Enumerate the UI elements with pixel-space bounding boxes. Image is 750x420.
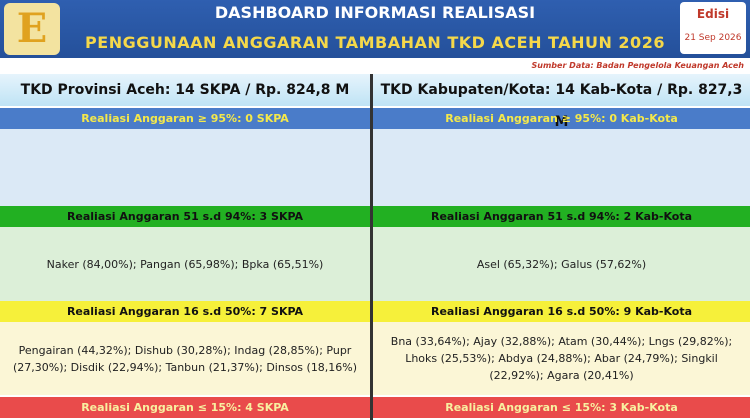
section-label: Realiasi Anggaran 51 s.d 94%: 3 SKPA	[0, 206, 370, 227]
logo: E	[4, 3, 60, 55]
section-body	[0, 129, 370, 206]
source-note: Sumber Data: Badan Pengelola Keuangan Ac…	[531, 61, 745, 70]
column-heading: TKD Provinsi Aceh: 14 SKPA / Rp. 824,8 M	[0, 74, 370, 106]
section-body: Bna (33,64%); Ajay (32,88%); Atam (30,44…	[373, 322, 750, 395]
section-items: Asel (65,32%); Galus (57,62%)	[476, 257, 647, 271]
subtitle: PENGGUNAAN ANGGARAN TAMBAHAN TKD ACEH TA…	[85, 33, 665, 52]
edition-label: Edisi	[696, 7, 730, 21]
section-items: Naker (84,00%); Pangan (65,98%); Bpka (6…	[46, 257, 324, 271]
section-label: Realiasi Anggaran ≥ 95%: 0 SKPA	[0, 108, 370, 129]
divider	[370, 74, 373, 420]
title: DASHBOARD INFORMASI REALISASI	[214, 3, 536, 22]
section-body: Asel (65,32%); Galus (57,62%)	[373, 227, 750, 301]
column: TKD Provinsi Aceh: 14 SKPA / Rp. 824,8 M…	[0, 74, 370, 420]
header: E DASHBOARD INFORMASI REALISASI PENGGUNA…	[0, 0, 750, 58]
section-label: Realiasi Anggaran ≤ 15%: 3 Kab-Kota	[373, 397, 750, 418]
section-label: Realiasi Anggaran 16 s.d 50%: 9 Kab-Kota	[373, 301, 750, 322]
section: Realiasi Anggaran ≤ 15%: 3 Kab-Kota	[373, 397, 750, 418]
section: Realiasi Anggaran ≥ 95%: 0 Kab-Kota	[373, 108, 750, 206]
section: Realiasi Anggaran 51 s.d 94%: 2 Kab-Kota…	[373, 206, 750, 301]
column-heading: TKD Kabupaten/Kota: 14 Kab-Kota / Rp. 82…	[373, 74, 750, 130]
section-label: Realiasi Anggaran 51 s.d 94%: 2 Kab-Kota	[373, 206, 750, 227]
section-label: Realiasi Anggaran ≥ 95%: 0 Kab-Kota	[373, 108, 750, 129]
section-label: Realiasi Anggaran 16 s.d 50%: 7 SKPA	[0, 301, 370, 322]
section-body	[373, 129, 750, 206]
column: TKD Kabupaten/Kota: 14 Kab-Kota / Rp. 82…	[373, 74, 750, 420]
section-label: Realiasi Anggaran ≤ 15%: 4 SKPA	[0, 397, 370, 418]
section: Realiasi Anggaran 16 s.d 50%: 9 Kab-Kota…	[373, 301, 750, 395]
edition-date: 21 Sep 2026	[684, 33, 742, 43]
section-items: Pengairan (44,32%); Dishub (30,28%); Ind…	[12, 343, 358, 374]
section: Realiasi Anggaran ≥ 95%: 0 SKPA	[0, 108, 370, 206]
section-body: Pengairan (44,32%); Dishub (30,28%); Ind…	[0, 322, 370, 395]
section: Realiasi Anggaran ≤ 15%: 4 SKPA	[0, 397, 370, 418]
section-items: Bna (33,64%); Ajay (32,88%); Atam (30,44…	[390, 335, 733, 382]
section: Realiasi Anggaran 51 s.d 94%: 3 SKPA Nake…	[0, 206, 370, 301]
edition-card: Edisi 21 Sep 2026	[680, 2, 746, 54]
section-body: Naker (84,00%); Pangan (65,98%); Bpka (6…	[0, 227, 370, 301]
section: Realiasi Anggaran 16 s.d 50%: 7 SKPA Peng…	[0, 301, 370, 395]
